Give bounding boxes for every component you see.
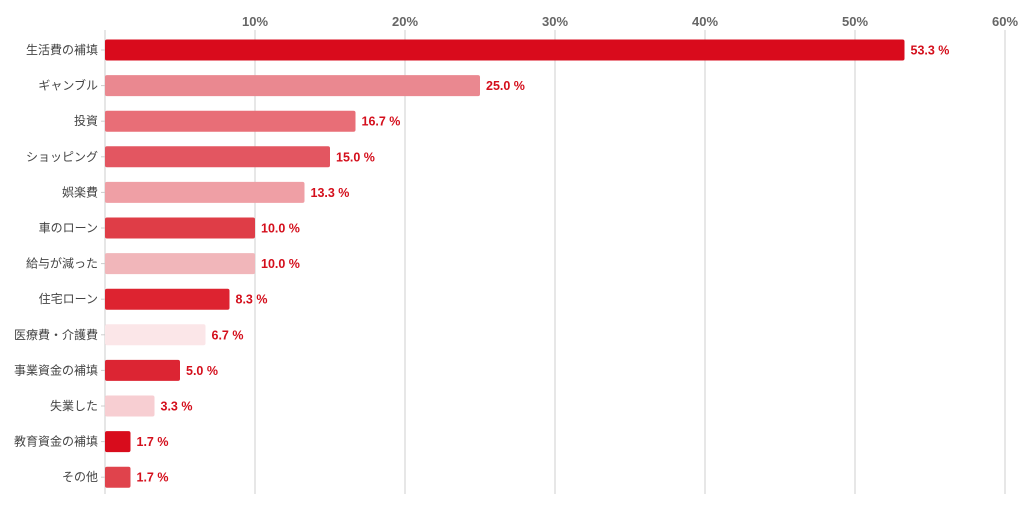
value-label: 1.7 % bbox=[137, 471, 169, 485]
category-label: 投資 bbox=[74, 113, 98, 128]
x-tick-label: 40% bbox=[692, 14, 718, 29]
category-label: 給与が減った bbox=[26, 256, 98, 271]
bar bbox=[105, 39, 905, 61]
labels-layer: 生活費の補填 53.3 % ギャンブル 25.0 % 投資 16.7 % ショッピング 15.… bbox=[14, 42, 949, 485]
category-label: 教育資金の補填 bbox=[14, 434, 98, 449]
bars-layer bbox=[105, 39, 905, 488]
x-tick-label: 50% bbox=[842, 14, 868, 29]
bar bbox=[105, 395, 155, 417]
x-tick-label: 10% bbox=[242, 14, 268, 29]
bar bbox=[105, 110, 356, 132]
value-label: 3.3 % bbox=[161, 400, 193, 414]
value-label: 8.3 % bbox=[236, 293, 268, 307]
category-label: ショッピング bbox=[26, 150, 98, 164]
category-label: 失業した bbox=[50, 398, 98, 413]
value-label: 25.0 % bbox=[486, 79, 525, 93]
x-tick-label: 30% bbox=[542, 14, 568, 29]
x-tick-label: 60% bbox=[992, 14, 1018, 29]
value-label: 53.3 % bbox=[911, 44, 950, 58]
x-tick-label: 20% bbox=[392, 14, 418, 29]
value-label: 10.0 % bbox=[261, 257, 300, 271]
category-label: 住宅ローン bbox=[39, 291, 98, 306]
value-label: 5.0 % bbox=[186, 364, 218, 378]
bar bbox=[105, 288, 230, 310]
category-label: 事業資金の補填 bbox=[14, 362, 98, 377]
bar bbox=[105, 253, 255, 275]
category-label: 娯楽費 bbox=[62, 184, 98, 199]
bar bbox=[105, 181, 305, 203]
category-label: その他 bbox=[62, 470, 98, 484]
value-label: 1.7 % bbox=[137, 435, 169, 449]
value-label: 10.0 % bbox=[261, 222, 300, 236]
bar bbox=[105, 217, 255, 239]
value-label: 6.7 % bbox=[212, 328, 244, 342]
bar bbox=[105, 431, 131, 453]
bar bbox=[105, 324, 206, 346]
value-label: 15.0 % bbox=[336, 150, 375, 164]
bar bbox=[105, 359, 180, 381]
category-label: 生活費の補填 bbox=[26, 42, 98, 57]
category-label: ギャンブル bbox=[38, 78, 98, 93]
value-label: 13.3 % bbox=[311, 186, 350, 200]
grid-layer bbox=[254, 30, 1006, 494]
bar bbox=[105, 75, 480, 97]
category-label: 医療費・介護費 bbox=[14, 327, 98, 342]
bar bbox=[105, 146, 330, 168]
bar bbox=[105, 466, 131, 488]
category-label: 車のローン bbox=[39, 221, 98, 235]
value-label: 16.7 % bbox=[362, 115, 401, 129]
